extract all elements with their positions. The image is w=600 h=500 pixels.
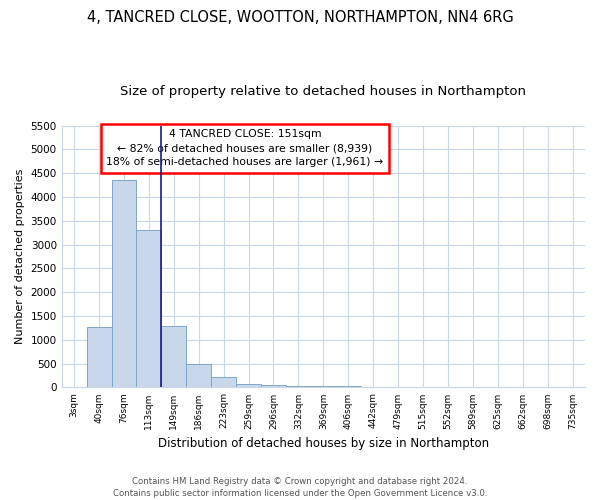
Bar bbox=[186, 364, 211, 388]
Bar bbox=[112, 180, 136, 388]
Text: 4 TANCRED CLOSE: 151sqm
← 82% of detached houses are smaller (8,939)
18% of semi: 4 TANCRED CLOSE: 151sqm ← 82% of detache… bbox=[106, 130, 383, 168]
X-axis label: Distribution of detached houses by size in Northampton: Distribution of detached houses by size … bbox=[158, 437, 489, 450]
Bar bbox=[136, 230, 161, 388]
Title: Size of property relative to detached houses in Northampton: Size of property relative to detached ho… bbox=[121, 85, 526, 98]
Bar bbox=[336, 386, 361, 388]
Bar bbox=[261, 385, 286, 388]
Bar bbox=[286, 386, 311, 388]
Bar bbox=[311, 386, 336, 388]
Bar bbox=[211, 376, 236, 388]
Text: Contains HM Land Registry data © Crown copyright and database right 2024.
Contai: Contains HM Land Registry data © Crown c… bbox=[113, 476, 487, 498]
Bar bbox=[161, 326, 186, 388]
Bar bbox=[236, 384, 261, 388]
Bar bbox=[86, 328, 112, 388]
Text: 4, TANCRED CLOSE, WOOTTON, NORTHAMPTON, NN4 6RG: 4, TANCRED CLOSE, WOOTTON, NORTHAMPTON, … bbox=[86, 10, 514, 25]
Y-axis label: Number of detached properties: Number of detached properties bbox=[15, 169, 25, 344]
